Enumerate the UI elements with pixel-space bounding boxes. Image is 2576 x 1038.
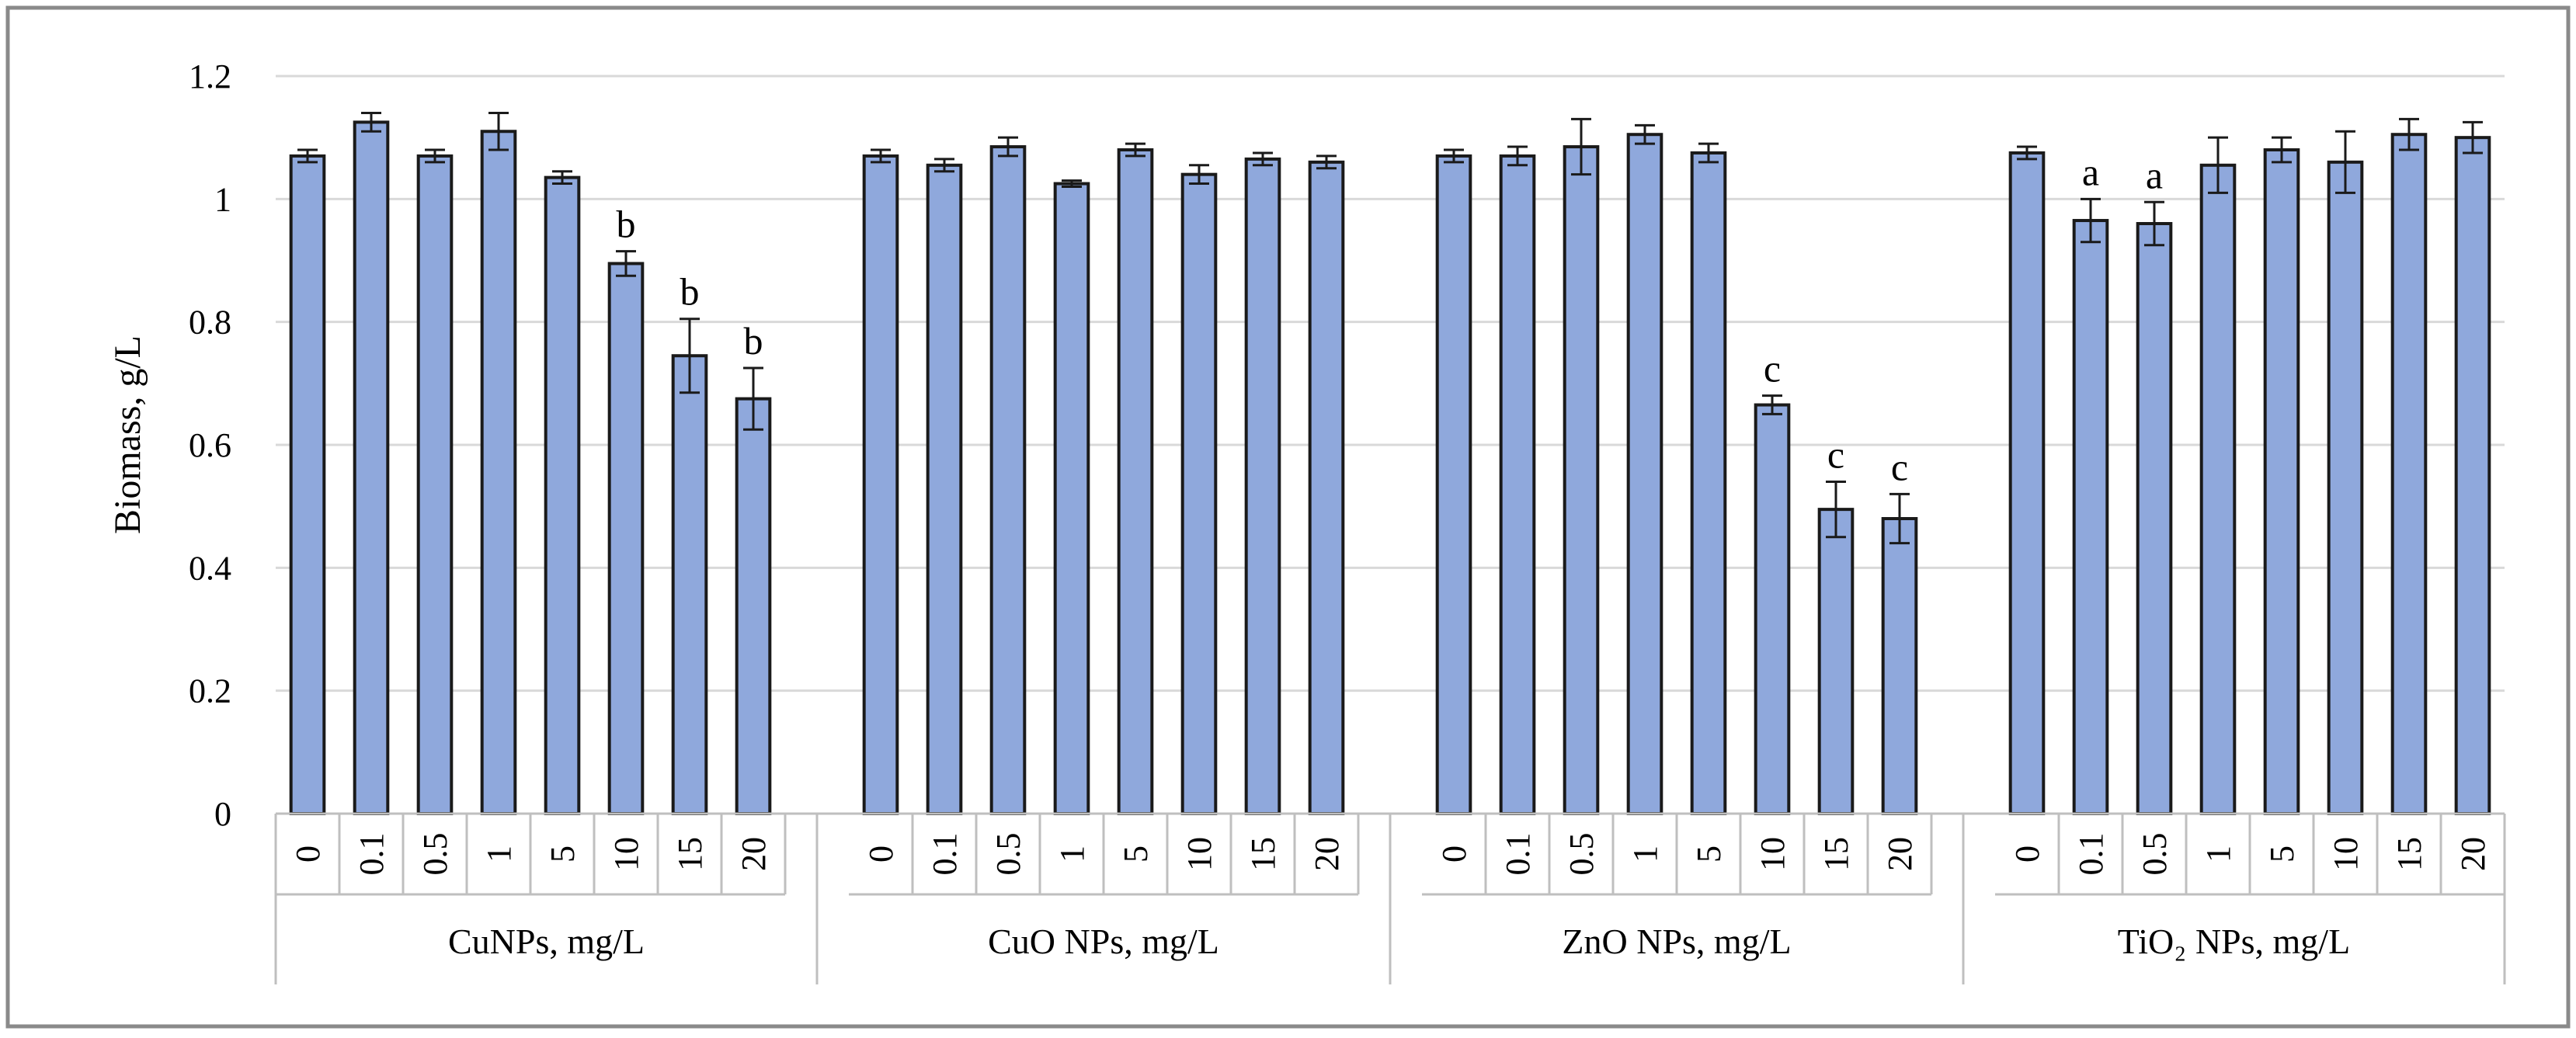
bar: [416, 154, 454, 815]
y-tick-label: 0.6: [189, 426, 231, 464]
x-category-label: 0.1: [353, 833, 391, 876]
x-category-label: 0.5: [1563, 833, 1601, 876]
x-category-label: 0.5: [989, 833, 1027, 876]
bar: [2136, 222, 2173, 815]
bar: [1244, 157, 1281, 815]
bar: [1563, 145, 1600, 815]
bar: [2199, 163, 2237, 815]
bar: [1626, 133, 1663, 816]
x-category-label: 1: [1053, 845, 1091, 863]
bar: [607, 262, 645, 816]
x-category-label: 0: [289, 845, 327, 863]
x-category-label: 20: [1881, 837, 1919, 871]
bar: [1881, 517, 1918, 815]
x-category-label: 0.1: [926, 833, 964, 876]
x-group-label: TiO₂ NPs, mg/L: [2118, 922, 2350, 961]
bar: [2072, 219, 2109, 815]
bar: [989, 145, 1027, 815]
x-category-label: 0.1: [1499, 833, 1537, 876]
bar: [2327, 160, 2364, 816]
x-group-label: CuNPs, mg/L: [448, 922, 645, 961]
x-category-label: 0: [862, 845, 900, 863]
bar: [480, 130, 517, 815]
y-axis: 0 0.2 0.4 0.6 0.8 1 1.2: [189, 57, 231, 833]
x-category-label: 0.5: [2136, 833, 2174, 876]
bar: [1754, 403, 1791, 815]
x-category-label: 0: [2008, 845, 2046, 863]
x-category-label: 0.1: [2072, 833, 2110, 876]
significance-label: b: [680, 270, 700, 314]
y-axis-label: Biomass, g/L: [107, 335, 148, 534]
x-category-label: 15: [2390, 837, 2428, 871]
x-category-label: 5: [1690, 845, 1728, 863]
y-tick-label: 1.2: [189, 57, 231, 95]
x-category-label: 20: [1308, 837, 1346, 871]
bar: [671, 354, 708, 816]
bar: [735, 397, 772, 815]
x-category-label: 15: [671, 837, 709, 871]
x-category-label: 10: [1754, 837, 1792, 871]
bar: [926, 163, 963, 815]
x-category-label: 20: [735, 837, 773, 871]
x-category-label: 20: [2454, 837, 2492, 871]
x-category-label: 0: [1435, 845, 1473, 863]
x-category-label: 5: [2263, 845, 2301, 863]
bar: [544, 175, 581, 815]
bar: [2008, 151, 2046, 816]
x-group-label: ZnO NPs, mg/L: [1562, 922, 1791, 961]
significance-label: c: [1827, 433, 1844, 477]
x-category-label: 1: [480, 845, 518, 863]
bar: [289, 154, 326, 815]
bar: [2263, 148, 2300, 815]
bar: [1817, 508, 1855, 815]
x-category-label: 15: [1817, 837, 1855, 871]
x-category-label: 10: [2327, 837, 2365, 871]
x-group-label: CuO NPs, mg/L: [988, 922, 1219, 961]
figure-border: [5, 5, 2571, 1029]
significance-label: a: [2146, 153, 2163, 196]
y-tick-label: 0.8: [189, 304, 231, 342]
x-category-label: 10: [607, 837, 645, 871]
bar: [1690, 151, 1727, 816]
bar: [2454, 136, 2491, 815]
significance-label: c: [1764, 347, 1781, 391]
bar: [1308, 160, 1345, 816]
bar: [1435, 154, 1472, 815]
x-category-label: 1: [2199, 845, 2237, 863]
y-tick-label: 0.2: [189, 672, 231, 710]
bar: [353, 120, 390, 815]
significance-label: b: [744, 319, 763, 363]
bar: [1053, 182, 1090, 815]
y-tick-label: 1: [214, 180, 231, 218]
x-category-label: 15: [1244, 837, 1282, 871]
bar: [1117, 148, 1154, 815]
x-category-label: 1: [1626, 845, 1664, 863]
significance-label: b: [617, 203, 636, 246]
y-tick-label: 0: [214, 795, 231, 833]
x-category-label: 5: [544, 845, 582, 863]
bar: [1499, 154, 1536, 815]
bar: [2390, 133, 2428, 816]
x-category-label: 5: [1117, 845, 1155, 863]
y-tick-label: 0.4: [189, 549, 231, 587]
bar: [1180, 172, 1218, 815]
bar: [862, 154, 899, 815]
x-category-label: 0.5: [416, 833, 454, 876]
x-category-label: 10: [1180, 837, 1218, 871]
gridlines: [276, 75, 2505, 693]
significance-label: c: [1891, 445, 1908, 488]
significance-label: a: [2082, 150, 2099, 193]
